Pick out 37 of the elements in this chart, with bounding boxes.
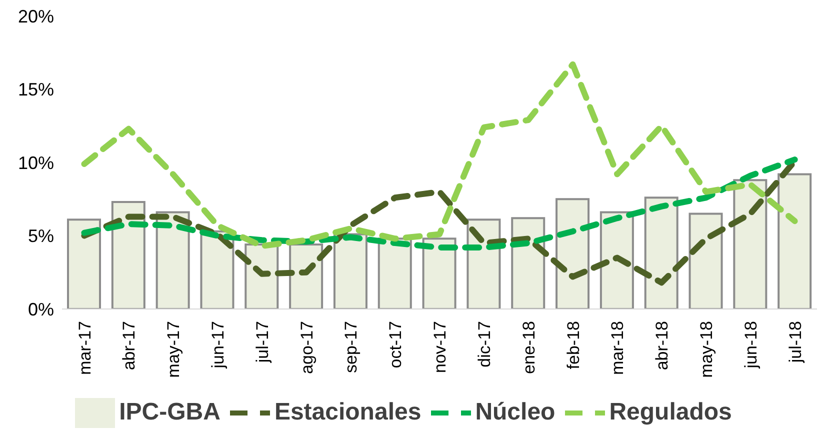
y-tick-label: 15% bbox=[18, 80, 54, 100]
legend-label: Núcleo bbox=[475, 398, 556, 426]
y-tick-label: 5% bbox=[28, 226, 54, 246]
x-tick-label: sep-17 bbox=[342, 321, 361, 373]
x-tick-label: may-18 bbox=[697, 321, 716, 378]
x-tick-label: mar-18 bbox=[608, 321, 628, 375]
x-tick-label: mar-17 bbox=[75, 321, 94, 375]
x-tick-label: abr-17 bbox=[120, 321, 139, 370]
legend-label: IPC-GBA bbox=[119, 398, 220, 426]
x-tick-label: jun-18 bbox=[741, 321, 760, 370]
x-tick-label: jun-17 bbox=[208, 321, 228, 370]
bar bbox=[644, 196, 678, 309]
y-tick-label: 0% bbox=[28, 299, 54, 320]
legend-label: Regulados bbox=[609, 398, 732, 426]
x-tick-label: dic-17 bbox=[474, 321, 494, 368]
x-tick-label: jul-18 bbox=[786, 321, 805, 364]
x-tick-label: jul-17 bbox=[252, 321, 272, 364]
y-tick-label: 20% bbox=[18, 6, 54, 26]
bar bbox=[778, 173, 812, 309]
x-tick-label: feb-18 bbox=[564, 321, 583, 370]
y-tick-label: 10% bbox=[18, 152, 54, 173]
x-tick-label: nov-17 bbox=[430, 321, 450, 373]
bar bbox=[333, 233, 368, 309]
bar bbox=[422, 238, 456, 309]
bar bbox=[556, 198, 590, 309]
bar bbox=[733, 179, 768, 309]
bar bbox=[600, 211, 634, 309]
legend-label: Estacionales bbox=[274, 398, 422, 426]
x-tick-label: oct-17 bbox=[386, 321, 406, 368]
x-tick-label: may-17 bbox=[164, 321, 184, 378]
bar bbox=[688, 212, 723, 309]
x-tick-label: ago-17 bbox=[297, 321, 316, 374]
x-tick-label: ene-18 bbox=[519, 321, 538, 374]
x-tick-label: abr-18 bbox=[652, 321, 672, 370]
bar bbox=[289, 244, 324, 309]
bar bbox=[67, 218, 101, 309]
bar bbox=[378, 238, 412, 309]
